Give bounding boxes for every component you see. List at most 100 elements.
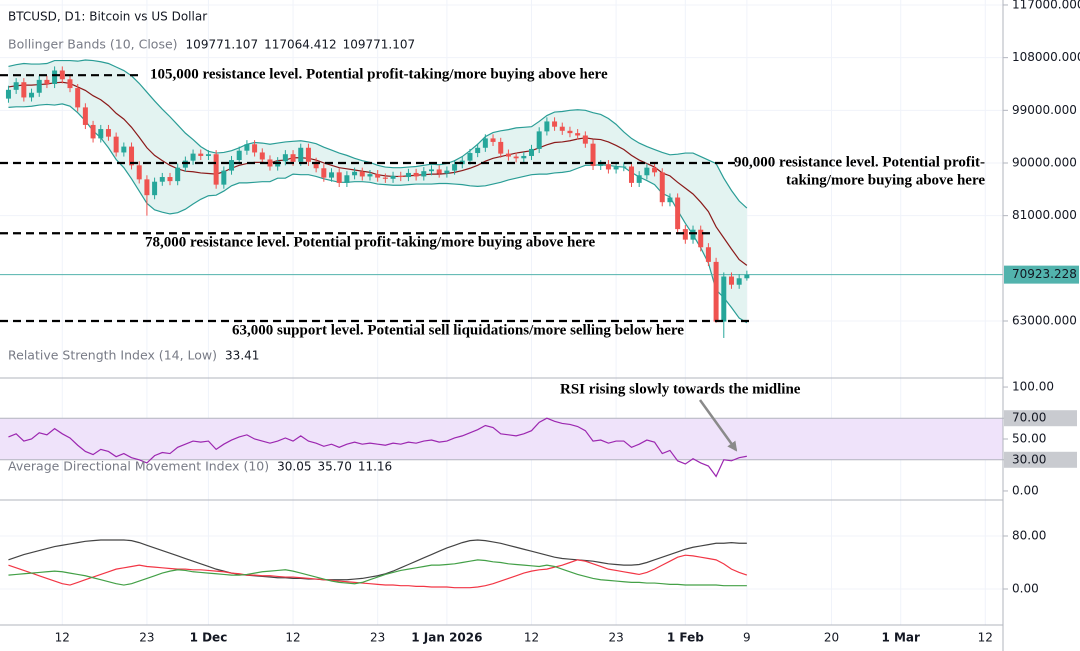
candle-body bbox=[67, 79, 73, 89]
candle-body bbox=[390, 175, 396, 179]
candle-body bbox=[628, 166, 634, 183]
candle-body bbox=[244, 144, 250, 151]
candle-body bbox=[528, 148, 534, 156]
series-line bbox=[8, 559, 747, 587]
series-line bbox=[8, 554, 748, 589]
candle-body bbox=[690, 229, 696, 240]
x-tick-label: 1 Mar bbox=[881, 631, 920, 645]
candle-body bbox=[452, 164, 458, 171]
candle-body bbox=[321, 168, 327, 178]
indicator-readout: 109771.107 bbox=[186, 38, 259, 52]
candle-body bbox=[36, 79, 42, 93]
candle-body bbox=[5, 89, 11, 99]
candle-body bbox=[521, 155, 527, 159]
candle-body bbox=[382, 177, 388, 179]
indicator-readout: 33.41 bbox=[225, 349, 259, 363]
candle-body bbox=[267, 159, 273, 167]
candle-body bbox=[252, 144, 258, 153]
candle-body bbox=[659, 172, 665, 203]
candle-body bbox=[236, 150, 242, 161]
candle-body bbox=[567, 130, 573, 134]
candle-body bbox=[352, 171, 358, 176]
candle-body bbox=[121, 146, 127, 153]
candle-body bbox=[152, 181, 158, 196]
x-tick-label: 23 bbox=[608, 631, 623, 645]
y-tick-label: 80.00 bbox=[1012, 528, 1046, 542]
candle-body bbox=[721, 276, 727, 322]
candle-body bbox=[705, 247, 711, 262]
candle-body bbox=[505, 153, 511, 157]
candle-body bbox=[613, 167, 619, 170]
candle-body bbox=[75, 88, 81, 108]
candle-body bbox=[582, 135, 588, 144]
candle-body bbox=[44, 79, 50, 84]
candle-body bbox=[590, 143, 596, 166]
candle-body bbox=[536, 131, 542, 149]
candle-body bbox=[621, 166, 627, 168]
candle-body bbox=[728, 276, 734, 285]
indicator-readout: 117064.412 bbox=[264, 38, 337, 52]
annotation: RSI rising slowly towards the midline bbox=[560, 381, 801, 397]
candle-body bbox=[559, 126, 565, 131]
x-tick-label: 20 bbox=[824, 631, 839, 645]
candle-body bbox=[398, 175, 404, 178]
x-tick-label: 23 bbox=[370, 631, 385, 645]
candle-body bbox=[167, 177, 173, 182]
y-tick-label: 90000.000 bbox=[1012, 155, 1077, 169]
candle-body bbox=[359, 171, 365, 177]
candle-body bbox=[736, 278, 742, 285]
candle-body bbox=[375, 174, 381, 178]
candle-body bbox=[636, 175, 642, 183]
candle-body bbox=[298, 147, 304, 162]
candle-body bbox=[575, 133, 581, 136]
y-tick-label: 117000.000 bbox=[1012, 0, 1080, 11]
last-price-label: 70923.228 bbox=[1012, 267, 1077, 281]
indicator-readout: 11.16 bbox=[358, 460, 392, 474]
candle-body bbox=[467, 153, 473, 161]
candle-body bbox=[59, 70, 65, 80]
indicator-readout: 109771.107 bbox=[343, 38, 416, 52]
level-label: 105,000 resistance level. Potential prof… bbox=[150, 67, 608, 83]
candle-body bbox=[98, 129, 104, 139]
candle-body bbox=[159, 177, 165, 182]
candle-body bbox=[498, 141, 504, 154]
y-tick-label: 0.00 bbox=[1012, 483, 1039, 497]
candle-body bbox=[229, 160, 235, 171]
candle-body bbox=[52, 70, 58, 84]
level-label: 63,000 support level. Potential sell liq… bbox=[232, 322, 684, 338]
level-label: taking/more buying above here bbox=[786, 172, 985, 188]
candle-body bbox=[344, 175, 350, 183]
candle-body bbox=[90, 124, 96, 139]
candle-body bbox=[105, 129, 111, 137]
candle-body bbox=[213, 154, 219, 185]
candle-body bbox=[421, 171, 427, 177]
candle-body bbox=[144, 179, 150, 196]
labels: 12 23 1 Dec 12 23 1 Jan 2026 12 23 1 Feb 9 20 1 Mar… bbox=[8, 0, 1080, 645]
candle-body bbox=[205, 154, 211, 156]
candle-body bbox=[475, 147, 481, 154]
y-tick-label: 108000.000 bbox=[1012, 50, 1080, 64]
candle-body bbox=[598, 164, 604, 166]
y-tick-label: 30.00 bbox=[1012, 452, 1046, 466]
series-line bbox=[8, 417, 747, 478]
candle-body bbox=[367, 174, 373, 177]
y-tick-label: 100.00 bbox=[1012, 380, 1054, 394]
last-price-tag bbox=[1004, 265, 1079, 284]
annotation-arrow bbox=[698, 399, 738, 452]
indicator-title: Relative Strength Index (14, Low) bbox=[8, 348, 217, 363]
x-tick-label: 12 bbox=[524, 631, 539, 645]
level-label: 78,000 resistance level. Potential profi… bbox=[145, 235, 595, 251]
rsi-band bbox=[0, 418, 1003, 460]
level-label: 90,000 resistance level. Potential profi… bbox=[734, 154, 985, 170]
candle-body bbox=[682, 229, 688, 240]
candle-body bbox=[329, 172, 335, 178]
candle-body bbox=[744, 274, 750, 279]
indicator-title: Bollinger Bands (10, Close) bbox=[8, 37, 178, 52]
y-tick-label: 63000.000 bbox=[1012, 313, 1077, 327]
frame bbox=[0, 0, 1004, 651]
candle-body bbox=[129, 146, 135, 166]
candle-body bbox=[21, 82, 27, 98]
candle-body bbox=[444, 170, 450, 174]
candle-body bbox=[513, 156, 519, 159]
y-tick-label: 70.00 bbox=[1012, 411, 1046, 425]
